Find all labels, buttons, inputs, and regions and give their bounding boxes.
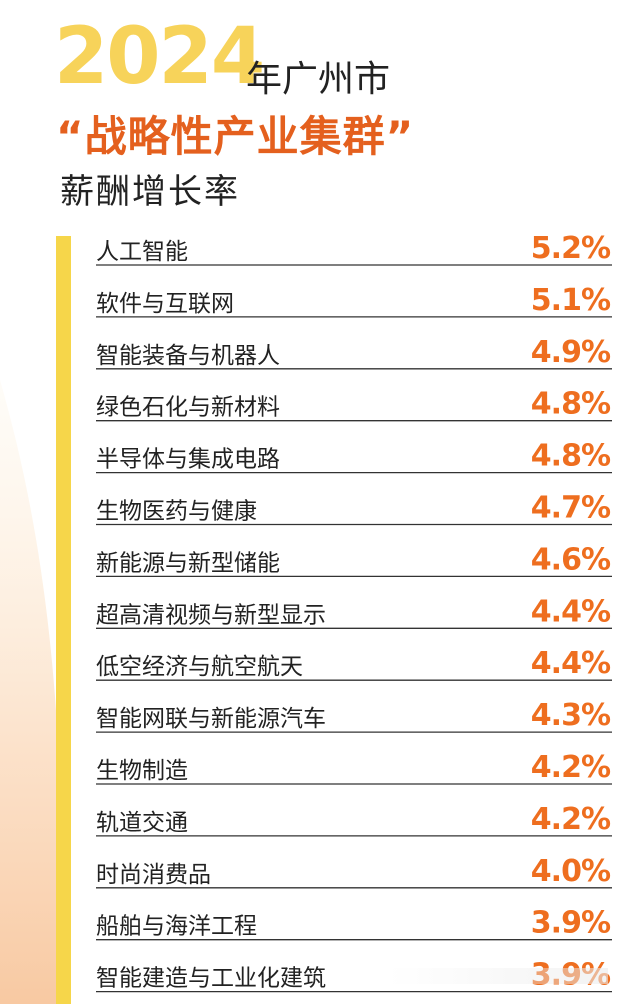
title-headline: “战略性产业集群” <box>56 112 415 161</box>
watermark <box>388 968 608 984</box>
table-row: 智能网联与新能源汽车 4.3% <box>96 698 612 733</box>
table-row: 半导体与集成电路 4.8% <box>96 439 612 474</box>
value-label: 4.4% <box>531 594 611 629</box>
category-label: 船舶与海洋工程 <box>96 914 257 940</box>
category-label: 智能建造与工业化建筑 <box>96 966 326 992</box>
value-label: 4.8% <box>531 439 611 474</box>
value-label: 4.3% <box>531 698 611 733</box>
table-row: 低空经济与航空航天 4.4% <box>96 646 612 681</box>
category-label: 半导体与集成电路 <box>96 447 280 473</box>
table-row: 绿色石化与新材料 4.8% <box>96 387 612 422</box>
value-label: 4.7% <box>531 491 611 526</box>
category-label: 低空经济与航空航天 <box>96 654 303 680</box>
table-row: 新能源与新型储能 4.6% <box>96 542 612 577</box>
category-label: 新能源与新型储能 <box>96 550 280 576</box>
table-row: 生物制造 4.2% <box>96 750 612 785</box>
title-city: 年广州市 <box>246 59 391 100</box>
table-row: 生物医药与健康 4.7% <box>96 491 612 526</box>
value-label: 4.9% <box>531 335 611 370</box>
category-label: 软件与互联网 <box>96 291 234 317</box>
title-subhead: 薪酬增长率 <box>60 172 240 212</box>
table-row: 人工智能 5.2% <box>96 231 612 266</box>
table-row: 船舶与海洋工程 3.9% <box>96 906 612 941</box>
category-label: 轨道交通 <box>96 810 188 836</box>
category-label: 智能装备与机器人 <box>96 343 280 369</box>
table-row: 软件与互联网 5.1% <box>96 283 612 318</box>
category-label: 人工智能 <box>96 239 188 265</box>
table-row: 超高清视频与新型显示 4.4% <box>96 594 612 629</box>
value-label: 4.2% <box>531 750 611 785</box>
title-year: 2024 <box>54 12 265 102</box>
table-row: 智能装备与机器人 4.9% <box>96 335 612 370</box>
value-label: 4.2% <box>531 802 611 837</box>
category-label: 时尚消费品 <box>96 862 211 888</box>
value-label: 4.8% <box>531 387 611 422</box>
category-label: 超高清视频与新型显示 <box>96 602 326 628</box>
category-label: 生物制造 <box>96 758 188 784</box>
value-label: 5.2% <box>531 231 611 266</box>
table-row: 时尚消费品 4.0% <box>96 854 612 889</box>
value-label: 5.1% <box>531 283 611 318</box>
value-label: 4.6% <box>531 542 611 577</box>
value-label: 4.0% <box>531 854 611 889</box>
category-label: 智能网联与新能源汽车 <box>96 706 326 732</box>
value-label: 3.9% <box>531 906 611 941</box>
category-label: 绿色石化与新材料 <box>96 395 280 421</box>
table-row: 轨道交通 4.2% <box>96 802 612 837</box>
value-label: 4.4% <box>531 646 611 681</box>
category-label: 生物医药与健康 <box>96 499 257 525</box>
accent-bar <box>56 236 71 1004</box>
